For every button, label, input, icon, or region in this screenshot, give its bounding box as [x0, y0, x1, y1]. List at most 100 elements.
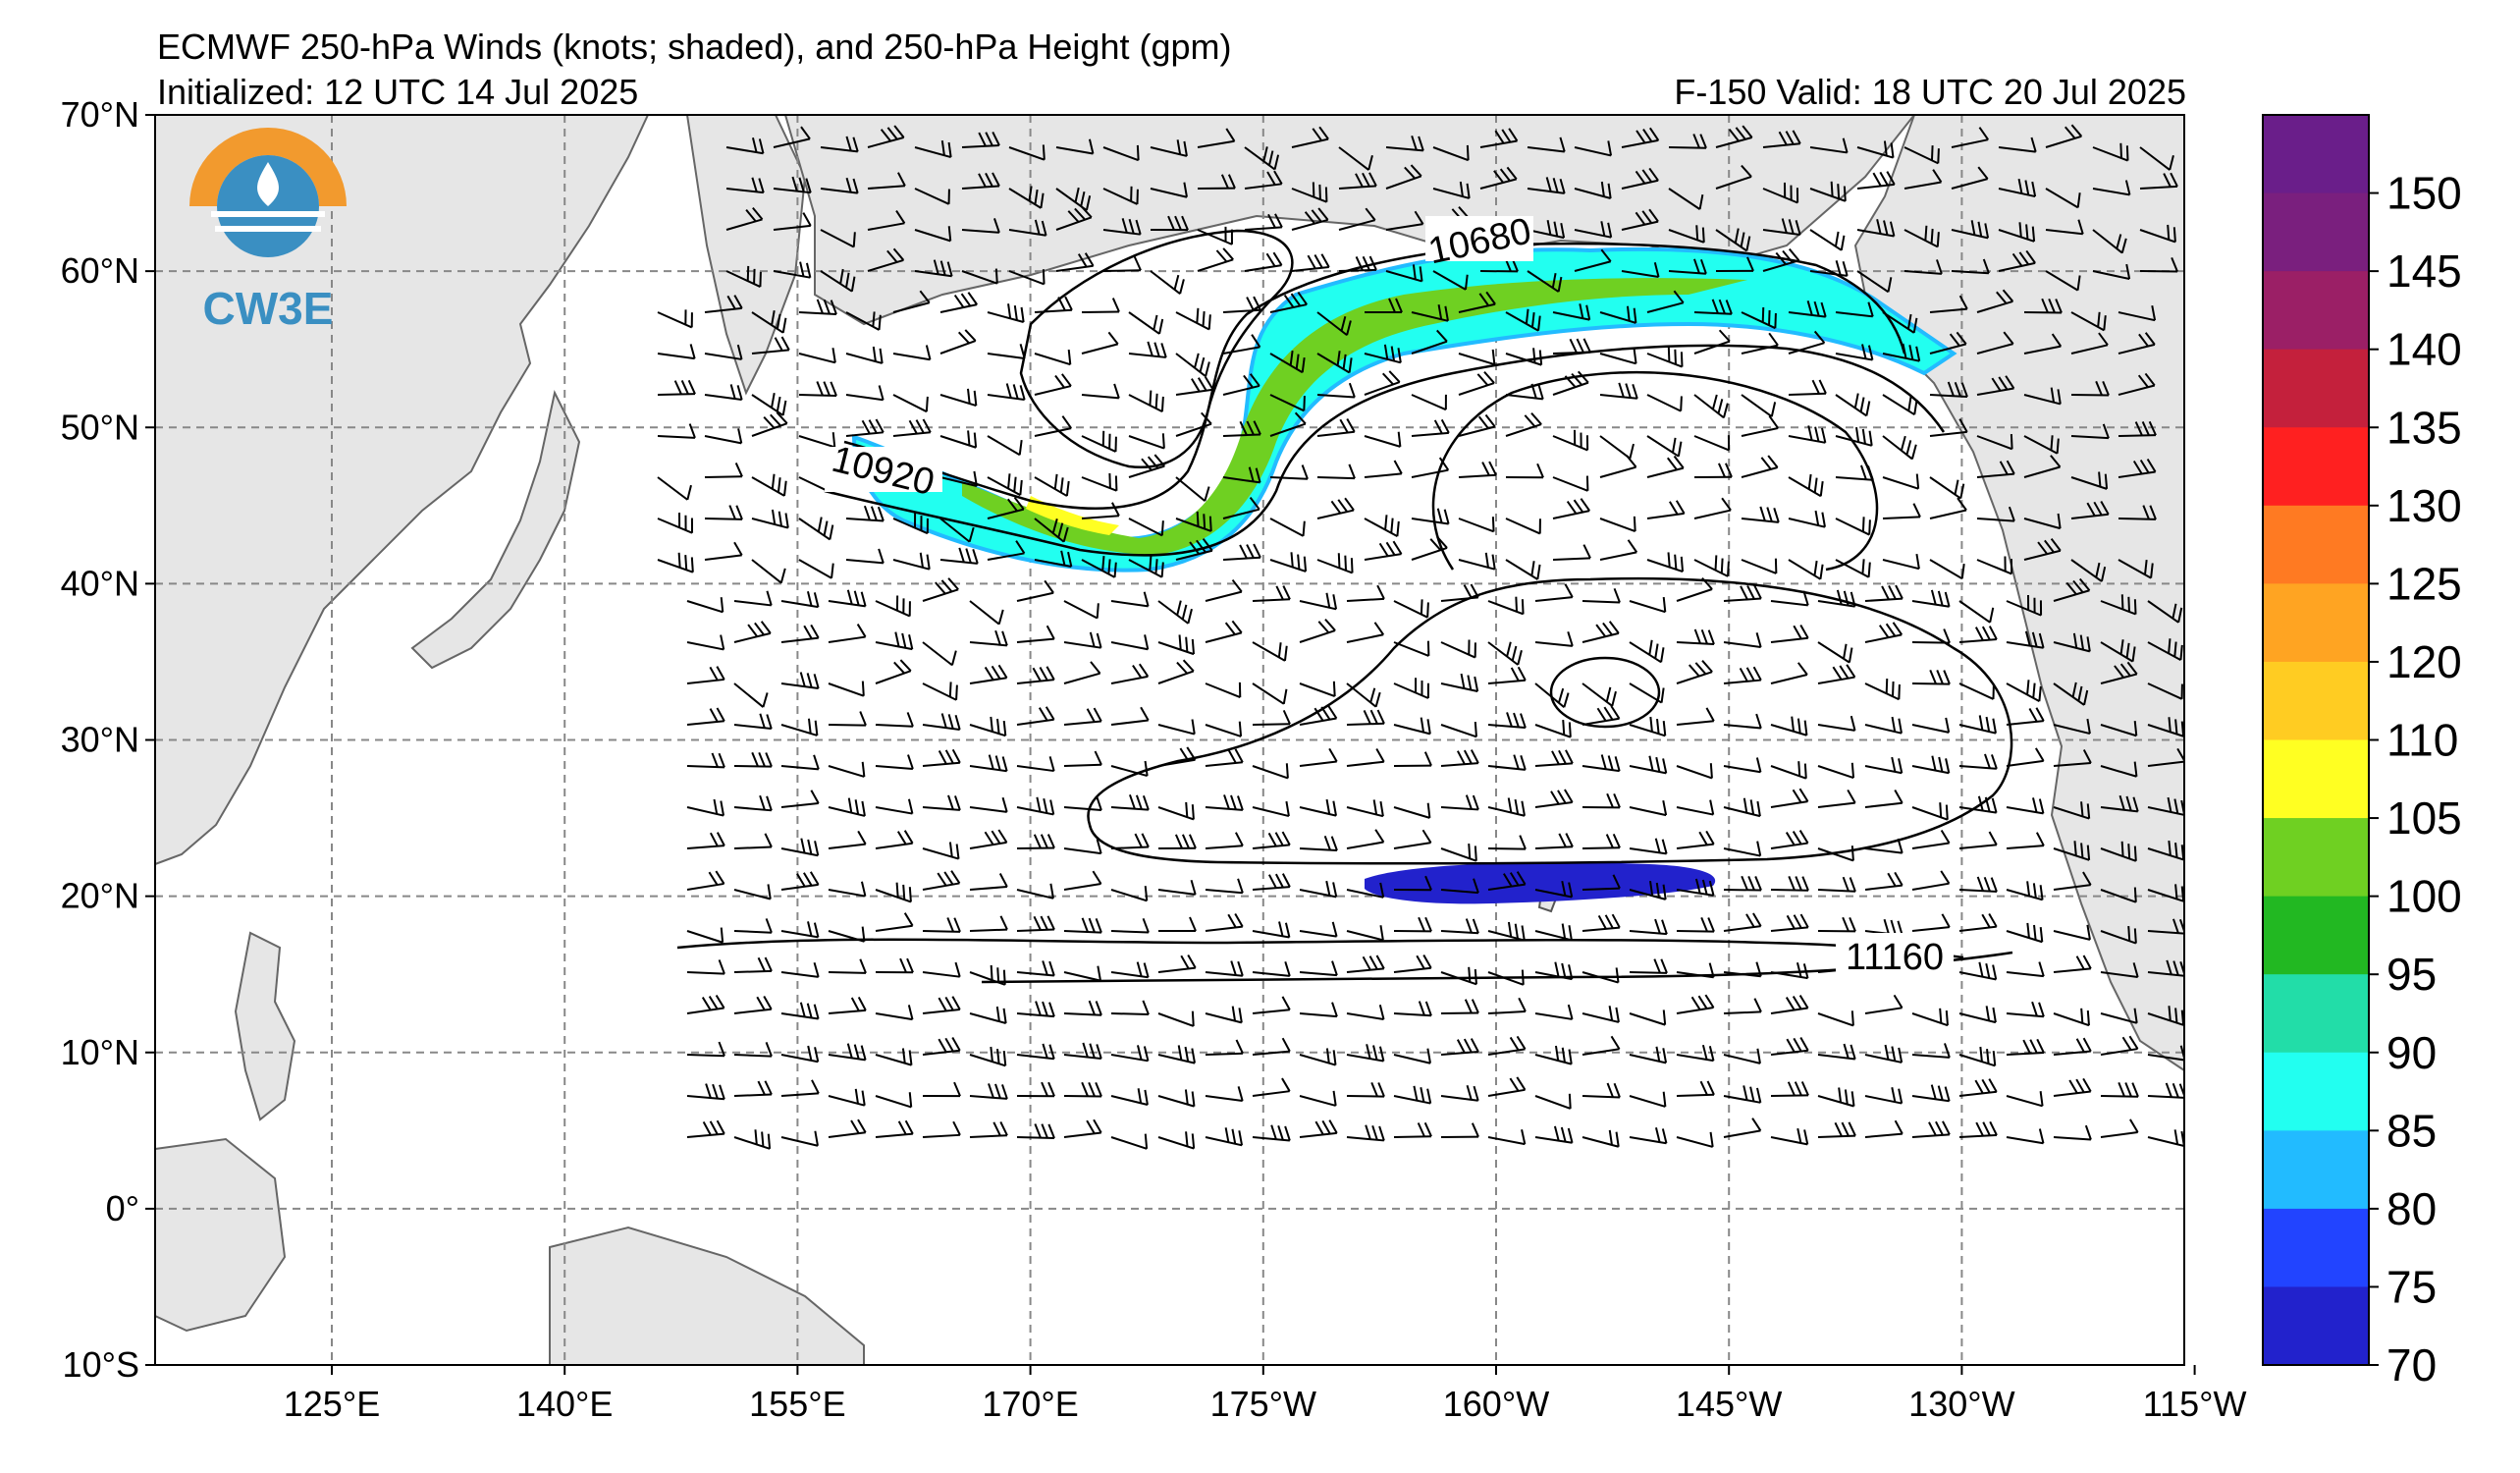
- wind-barb: [1788, 559, 1824, 580]
- wind-barb: [1676, 1131, 1714, 1148]
- wind-barb: [2006, 594, 2043, 617]
- wind-barb: [1882, 343, 1921, 362]
- wind-barb: [922, 713, 961, 731]
- wind-barb: [1063, 631, 1102, 649]
- wind-barb: [828, 761, 866, 778]
- wind-barb: [686, 1041, 725, 1058]
- wind-barb: [1646, 552, 1685, 573]
- wind-barb: [1222, 296, 1261, 313]
- wind-barb: [1299, 1048, 1337, 1066]
- wind-barb: [1008, 269, 1046, 286]
- asia-landmass: [155, 115, 650, 866]
- wind-barb: [961, 172, 1000, 190]
- wind-barb: [2053, 1124, 2092, 1141]
- colorbar-label: 150: [2386, 168, 2462, 219]
- wind-barb: [1574, 181, 1612, 199]
- contour-label-11160: 11160: [1846, 937, 1944, 978]
- colorbar-label: 90: [2386, 1027, 2437, 1078]
- wind-barb: [1346, 1004, 1385, 1020]
- wind-barb: [987, 435, 1023, 457]
- wind-barb: [1487, 997, 1527, 1014]
- wind-barb: [1762, 218, 1801, 236]
- wind-barb: [2147, 884, 2184, 902]
- wind-barb: [1364, 370, 1401, 396]
- wind-barb: [2118, 305, 2157, 322]
- wind-barb: [2045, 219, 2084, 236]
- wind-barb: [1364, 344, 1402, 364]
- wind-barb: [1582, 705, 1621, 726]
- wind-barb: [1998, 249, 2036, 272]
- wind-barb: [1205, 682, 1242, 699]
- wind-barb: [2100, 1008, 2138, 1024]
- wind-barb: [1385, 264, 1423, 283]
- wind-barb: [2023, 333, 2063, 355]
- wind-barb: [1440, 999, 1479, 1014]
- wind-barb: [1599, 435, 1635, 460]
- lon-tick-label: 140°E: [516, 1384, 613, 1424]
- wind-barb: [1016, 666, 1055, 684]
- wind-barb: [828, 681, 865, 697]
- jet-streak-hawaii: [1365, 862, 1716, 904]
- wind-barb: [1393, 954, 1432, 973]
- wind-barb: [1582, 587, 1621, 604]
- wind-barb: [1393, 875, 1432, 892]
- wind-barb: [1222, 420, 1261, 437]
- wind-barb: [1723, 1118, 1762, 1138]
- wind-barb: [1770, 662, 1808, 684]
- wind-barb: [1299, 618, 1336, 643]
- wind-barb: [1110, 1088, 1149, 1106]
- wind-barb: [828, 1118, 867, 1138]
- wind-barb: [1629, 838, 1668, 855]
- wind-barb: [1063, 839, 1102, 855]
- wind-barb: [1110, 706, 1150, 726]
- wind-barb: [1741, 414, 1779, 437]
- wind-barb: [1882, 473, 1920, 490]
- wind-barb: [1110, 663, 1150, 684]
- wind-barb: [1346, 1082, 1385, 1098]
- wind-barb: [1741, 506, 1780, 523]
- wind-barb: [2118, 559, 2154, 579]
- colorbar-segment: [2263, 583, 2369, 663]
- wind-barb: [1864, 716, 1903, 735]
- wind-barb: [1582, 621, 1620, 643]
- wind-barb: [1299, 681, 1336, 697]
- wind-barb: [1903, 225, 1940, 248]
- wind-barb: [1723, 632, 1762, 648]
- wind-barb: [2100, 794, 2139, 813]
- wind-barb: [657, 309, 693, 329]
- wind-barb: [1882, 311, 1918, 334]
- wind-barb: [1299, 798, 1337, 817]
- wind-barb: [1081, 430, 1117, 453]
- wind-barb: [2006, 1091, 2044, 1108]
- wind-barb: [686, 870, 725, 891]
- wind-barb: [1150, 270, 1185, 295]
- wind-barb: [875, 1092, 913, 1109]
- wind-barb: [1976, 434, 2013, 451]
- wind-barb: [1440, 794, 1479, 811]
- wind-barb: [1016, 834, 1055, 849]
- wind-barb: [733, 1080, 773, 1097]
- wind-barb: [922, 794, 961, 811]
- wind-barb: [733, 1041, 773, 1058]
- colorbar-segment: [2263, 818, 2369, 898]
- wind-barb: [1252, 585, 1291, 602]
- wind-barb: [1393, 1121, 1432, 1138]
- wind-barb: [733, 794, 773, 812]
- wind-barb: [1817, 1010, 1854, 1027]
- wind-barb: [1856, 140, 1895, 159]
- wind-barb: [1582, 792, 1621, 809]
- wind-barb: [798, 559, 834, 579]
- wind-barb: [1081, 298, 1120, 313]
- wind-barb: [2147, 840, 2184, 861]
- lat-tick-label: 30°N: [61, 720, 139, 760]
- wind-barb: [1817, 916, 1856, 933]
- wind-barb: [1864, 678, 1901, 701]
- wind-barb: [969, 829, 1008, 849]
- wind-barb: [828, 711, 867, 727]
- wind-barb: [1817, 789, 1856, 808]
- wind-barb: [1929, 497, 1967, 519]
- wind-barb: [828, 926, 866, 943]
- wind-barb: [1205, 1039, 1244, 1056]
- wind-barb: [1903, 259, 1943, 275]
- wind-barb: [828, 589, 867, 608]
